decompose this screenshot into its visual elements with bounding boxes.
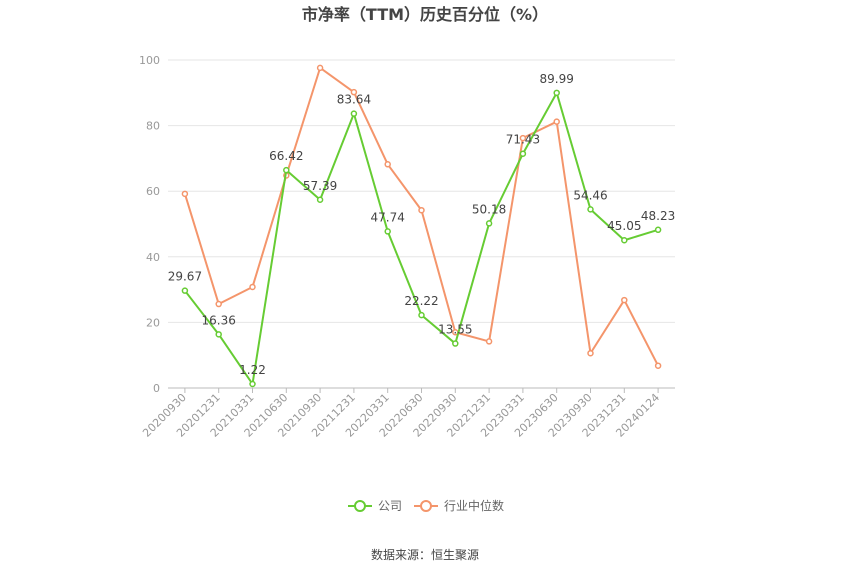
data-point-0-5	[350, 110, 358, 117]
data-label: 47.74	[371, 210, 405, 224]
data-label: 48.23	[641, 209, 675, 223]
source-note: 数据来源：恒生聚源	[371, 547, 479, 562]
y-tick-label: 0	[153, 382, 160, 395]
y-tick-label: 40	[146, 251, 160, 264]
data-labels: 29.67 16.36 1.22 66.42 57.39 83.64 47.74 22.22 1…	[168, 72, 676, 377]
data-label: 1.22	[239, 363, 266, 377]
data-label: 13.55	[438, 323, 472, 337]
data-label: 16.36	[202, 313, 236, 327]
data-point-1-14	[654, 362, 662, 369]
data-point-0-4	[316, 196, 324, 204]
grid	[168, 59, 675, 323]
data-point-1-13	[621, 296, 628, 304]
legend-item-1[interactable]: 行业中位数	[414, 498, 504, 513]
data-point-1-6	[384, 161, 391, 168]
data-point-0-13	[621, 236, 628, 244]
data-point-1-12	[587, 349, 594, 357]
data-point-0-11	[553, 89, 560, 97]
legend[interactable]: 公司 行业中位数	[348, 498, 504, 513]
y-tick-label: 60	[146, 185, 160, 198]
data-point-0-8	[452, 340, 459, 347]
data-point-1-1	[215, 300, 222, 308]
x-axis: 2020093020201231202103312021063020210930…	[140, 387, 675, 440]
data-label: 22.22	[404, 294, 438, 308]
data-label: 57.39	[303, 179, 337, 193]
data-point-0-7	[418, 311, 425, 319]
data-point-1-10	[519, 134, 527, 142]
data-label: 29.67	[168, 270, 202, 284]
chart-title: 市净率（TTM）历史百分位（%）	[302, 5, 548, 24]
data-point-0-12	[587, 206, 594, 213]
data-label: 89.99	[540, 72, 574, 86]
legend-item-0[interactable]: 公司	[348, 499, 402, 513]
y-tick-label: 20	[146, 316, 160, 329]
data-label: 45.05	[607, 219, 641, 233]
data-label: 66.42	[269, 149, 303, 163]
data-point-0-9	[485, 220, 493, 227]
data-label: 50.18	[472, 202, 506, 216]
data-point-0-2	[249, 380, 256, 388]
data-point-0-10	[519, 150, 527, 157]
data-point-0-0	[181, 287, 189, 294]
series-line-0	[184, 91, 659, 385]
y-axis: 0 20 40 60 80 100	[139, 54, 160, 395]
legend-marker	[420, 500, 432, 512]
data-point-0-6	[384, 228, 391, 235]
data-point-1-0	[181, 190, 189, 198]
y-tick-label: 80	[146, 120, 160, 133]
data-point-0-1	[215, 331, 222, 338]
legend-marker	[354, 500, 366, 512]
data-point-1-9	[485, 338, 493, 345]
data-point-1-11	[553, 118, 560, 125]
data-point-1-2	[249, 283, 256, 291]
series-line-1	[183, 66, 659, 367]
data-point-1-7	[418, 206, 425, 214]
y-tick-label: 100	[139, 54, 160, 67]
data-point-1-5	[350, 88, 358, 96]
data-point-1-4	[316, 64, 324, 72]
data-point-0-14	[654, 226, 662, 234]
data-label: 71.43	[506, 133, 540, 147]
data-label: 83.64	[337, 93, 371, 107]
data-point-0-3	[283, 166, 290, 174]
legend-label: 行业中位数	[444, 498, 504, 513]
legend-label: 公司	[378, 499, 402, 513]
data-label: 54.46	[573, 188, 607, 202]
series-layer	[181, 64, 662, 388]
